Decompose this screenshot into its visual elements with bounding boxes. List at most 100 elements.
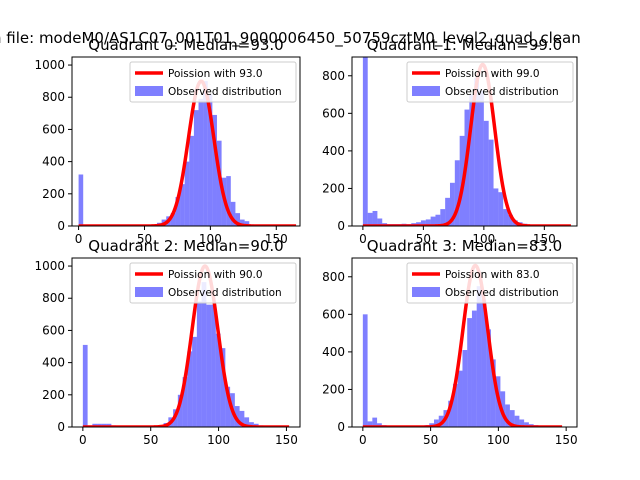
quadrant-0-legend-bar-label: Observed distribution xyxy=(168,86,282,98)
quadrant-2-bar-26 xyxy=(206,304,212,427)
quadrant-1-bar-11 xyxy=(416,222,421,226)
quadrant-2-ytick-label: 0 xyxy=(57,420,65,434)
quadrant-2-bar-32 xyxy=(234,406,240,427)
quadrant-1-bar-17 xyxy=(445,197,450,226)
quadrant-3-xtick-label: 100 xyxy=(487,433,510,447)
quadrant-0-bar-25 xyxy=(193,110,199,226)
quadrant-3-bar-22 xyxy=(467,318,472,427)
quadrant-2-title: Quadrant 2: Median=90.0 xyxy=(88,237,283,255)
quadrant-2-ytick-label: 1000 xyxy=(34,259,65,273)
quadrant-1-title: Quadrant 1: Median=99.0 xyxy=(367,36,562,54)
quadrant-3-bar-0 xyxy=(362,314,368,427)
quadrant-3-legend-bar-swatch xyxy=(412,287,440,297)
quadrant-1-ytick-label: 400 xyxy=(322,144,345,158)
quadrant-3-ytick-label: 800 xyxy=(322,270,345,284)
quadrant-1-ytick-label: 200 xyxy=(322,181,345,195)
quadrant-2-legend: Poission with 90.0 Observed distribution xyxy=(129,262,297,304)
quadrant-2-bar-25 xyxy=(201,282,207,427)
quadrant-0-ytick-label: 800 xyxy=(42,90,65,104)
quadrant-1-bar-25 xyxy=(483,120,489,226)
quadrant-1-bar-1 xyxy=(367,212,373,226)
quadrant-2-bar-24 xyxy=(196,301,202,427)
quadrant-2-xtick-label: 50 xyxy=(143,433,158,447)
quadrant-0-legend-line-label: Poission with 93.0 xyxy=(168,68,263,80)
quadrant-0-ytick-label: 400 xyxy=(42,155,65,169)
quadrant-2-ytick-label: 400 xyxy=(42,356,65,370)
quadrant-3-title: Quadrant 3: Median=83.0 xyxy=(367,237,562,255)
quadrant-0-xtick-label: 100 xyxy=(199,232,222,246)
quadrant-2-ytick-label: 800 xyxy=(42,291,65,305)
quadrant-3-bar-2 xyxy=(372,417,378,427)
quadrant-3-bar-1 xyxy=(367,421,373,427)
quadrant-1-bar-2 xyxy=(372,210,378,226)
quadrant-3-ytick-label: 400 xyxy=(322,345,345,359)
quadrant-2-bar-35 xyxy=(249,422,254,427)
quadrant-2-panel: Quadrant 2: Median=90.0 0 50 100 150 0 200 400 6… xyxy=(34,237,301,447)
quadrant-0-bar-23 xyxy=(184,161,190,226)
quadrant-1-bar-22 xyxy=(469,94,475,226)
quadrant-1-bar-24 xyxy=(479,90,484,226)
quadrant-2-xtick-label: 0 xyxy=(79,433,87,447)
quadrant-1-ytick-label: 0 xyxy=(337,219,345,233)
quadrant-1-xtick-label: 50 xyxy=(416,232,431,246)
quadrant-0-bar-24 xyxy=(189,135,194,226)
quadrant-2-xtick-label: 100 xyxy=(207,433,230,447)
quadrant-0-bar-0 xyxy=(78,174,84,226)
quadrant-1-bar-13 xyxy=(425,219,431,226)
quadrant-1-xtick-label: 0 xyxy=(359,232,367,246)
quadrant-2-bar-34 xyxy=(244,417,250,427)
quadrant-3-bar-30 xyxy=(505,404,510,427)
quadrant-3-bar-23 xyxy=(471,310,477,427)
figure-suptitle: n file: modeM0/AS1C07_001T01_9000006450_… xyxy=(0,29,581,48)
quadrant-3-bar-27 xyxy=(490,359,496,427)
quadrant-2-legend-box xyxy=(129,262,297,304)
quadrant-0-ytick-label: 0 xyxy=(57,219,65,233)
quadrant-0-bar-34 xyxy=(235,213,241,226)
quadrant-1-axes-frame xyxy=(351,56,578,227)
quadrant-3-bar-18 xyxy=(448,400,453,427)
quadrant-3-legend: Poission with 83.0 Observed distribution xyxy=(406,262,574,304)
quadrant-3-bar-32 xyxy=(514,415,520,427)
quadrant-0-axes-frame xyxy=(71,56,301,227)
quadrant-3-bar-25 xyxy=(481,299,487,427)
quadrant-0-ytick-label: 1000 xyxy=(34,58,65,72)
quadrant-2-bar-21 xyxy=(182,377,188,427)
quadrant-3-bar-21 xyxy=(462,350,468,427)
quadrant-2-bar-29 xyxy=(220,348,226,427)
quadrant-3-bars xyxy=(362,286,558,427)
quadrant-1-bar-28 xyxy=(498,192,504,226)
quadrant-1-bar-3 xyxy=(377,218,383,226)
quadrant-0-poisson-curve xyxy=(77,79,298,226)
quadrant-1-bar-16 xyxy=(440,209,446,226)
quadrant-2-ytick-label: 600 xyxy=(42,323,65,337)
quadrant-3-bar-34 xyxy=(524,422,529,427)
quadrant-3-ytick-label: 200 xyxy=(322,382,345,396)
quadrant-1-bar-23 xyxy=(474,77,480,226)
quadrant-1-ytick-label: 800 xyxy=(322,69,345,83)
quadrant-0-bar-35 xyxy=(240,219,245,226)
quadrant-0-bar-32 xyxy=(226,176,231,226)
quadrant-3-bar-24 xyxy=(476,286,482,427)
quadrant-3-xtick-label: 0 xyxy=(359,433,367,447)
panels: Quadrant 0: Median=93.0 0 50 100 150 0 200 400 6… xyxy=(34,36,577,447)
quadrant-2-bar-33 xyxy=(239,410,245,427)
quadrant-1-legend-line-label: Poission with 99.0 xyxy=(445,68,540,80)
quadrant-1-bar-29 xyxy=(503,209,509,226)
quadrant-0-bar-33 xyxy=(230,201,236,226)
quadrant-0-xtick-label: 50 xyxy=(137,232,152,246)
quadrant-3-bar-26 xyxy=(486,329,491,427)
quadrant-0-legend-bar-swatch xyxy=(135,86,163,96)
quadrant-0-legend: Poission with 93.0 Observed distribution xyxy=(129,61,297,103)
quadrant-2-bar-0 xyxy=(82,344,88,427)
quadrant-3-axes-frame xyxy=(351,257,578,428)
quadrant-3-ytick-label: 0 xyxy=(337,420,345,434)
quadrant-0-bar-28 xyxy=(207,94,213,226)
quadrant-2-bar-30 xyxy=(225,386,231,427)
quadrant-2-xtick-label: 150 xyxy=(275,433,298,447)
quadrant-0-ytick-label: 600 xyxy=(42,122,65,136)
quadrant-3-panel: Quadrant 3: Median=83.0 0 50 100 150 0 200 400 6… xyxy=(322,237,578,447)
quadrant-1-bar-14 xyxy=(430,216,436,226)
quadrant-1-panel: Quadrant 1: Median=99.0 0 50 100 150 0 200 400 6… xyxy=(322,36,578,246)
quadrant-1-bar-19 xyxy=(454,160,460,226)
